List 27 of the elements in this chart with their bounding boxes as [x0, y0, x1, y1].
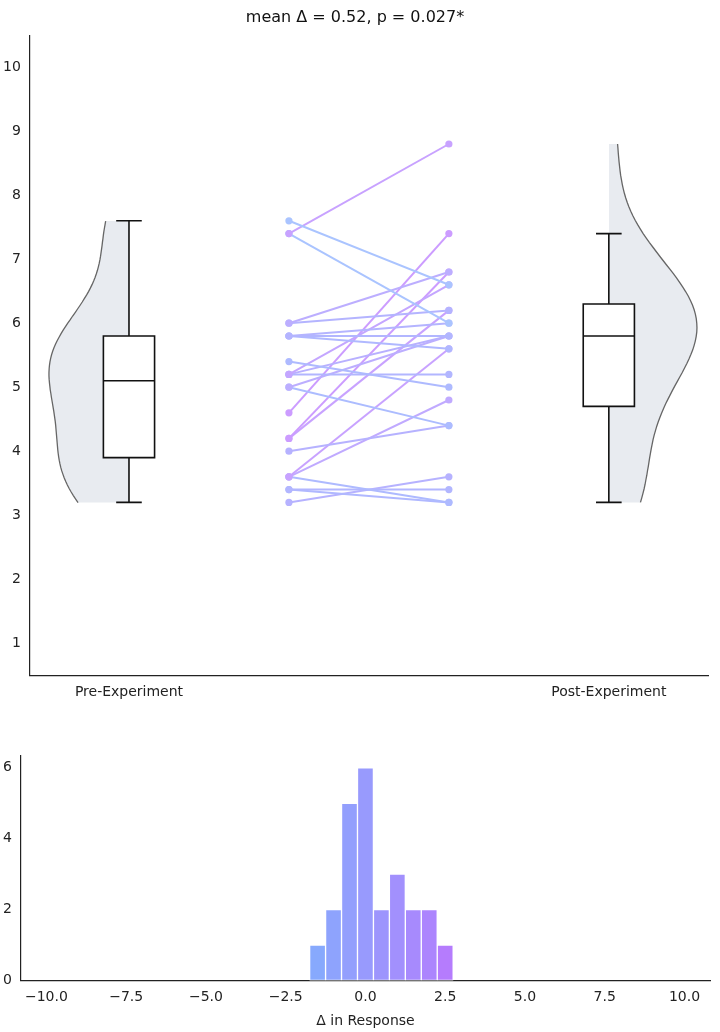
y-tick-label: 8 [11, 185, 21, 202]
y-tick-label: 5 [11, 377, 21, 394]
x-tick-label: 2.5 [434, 988, 457, 1005]
y-tick-label: 4 [11, 441, 21, 458]
y-tick-label: 10 [2, 57, 21, 74]
y-tick-label: 3 [11, 505, 21, 522]
y-tick-label: 2 [2, 900, 12, 917]
x-tick-label: Pre-Experiment [74, 683, 184, 700]
y-tick-label: 6 [2, 758, 12, 775]
x-tick-label: 0.0 [354, 988, 377, 1005]
y-tick-label: 6 [11, 313, 21, 330]
x-tick-label: −10.0 [24, 988, 68, 1005]
y-tick-label: 1 [11, 633, 21, 650]
x-tick-label: 10.0 [668, 988, 701, 1005]
x-tick-label: −7.5 [109, 988, 144, 1005]
x-tick-label: Post-Experiment [551, 683, 667, 700]
x-tick-label: −5.0 [188, 988, 223, 1005]
y-tick-label: 9 [11, 121, 21, 138]
y-tick-label: 0 [2, 971, 12, 988]
x-tick-label: 7.5 [593, 988, 616, 1005]
x-tick-label: −2.5 [268, 988, 303, 1005]
x-axis-title: Δ in Response [316, 1012, 415, 1029]
chart-title: mean Δ = 0.52, p = 0.027* [245, 6, 465, 26]
x-tick-label: 5.0 [513, 988, 537, 1005]
y-tick-label: 2 [11, 569, 21, 586]
y-tick-label: 7 [11, 249, 21, 266]
y-tick-label: 4 [2, 829, 12, 846]
